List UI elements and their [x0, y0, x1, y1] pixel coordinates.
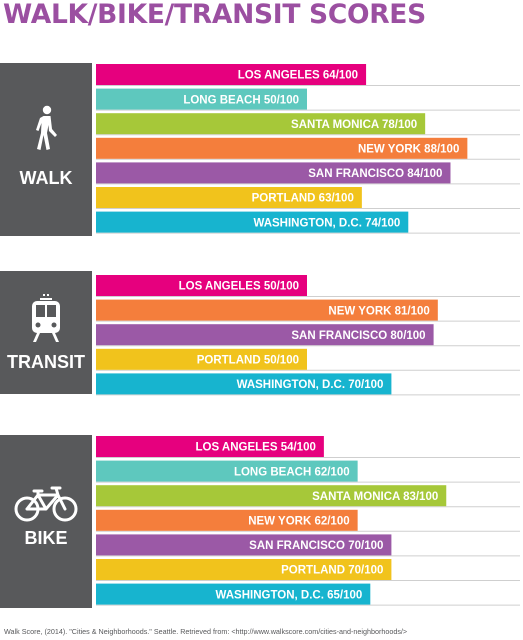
transit-bar-0: [96, 275, 307, 296]
walk-bar-0-label: LOS ANGELES 64/100: [238, 70, 358, 82]
walk-bar-6-label: WASHINGTON, D.C. 74/100: [253, 217, 400, 229]
bike-bar-6: [96, 583, 371, 605]
transit-bar-1-label: NEW YORK 81/100: [328, 305, 429, 317]
bike-bar-2: [96, 485, 447, 507]
bike-bar-6-label: WASHINGTON, D.C. 65/100: [216, 589, 363, 601]
walk-bar-3-label: NEW YORK 88/100: [358, 144, 459, 156]
bike-bar-0: [96, 436, 324, 457]
walk-bar-6: [96, 211, 409, 233]
transit-bar-0-label: LOS ANGELES 50/100: [179, 281, 299, 293]
walk-bar-2-label: SANTA MONICA 78/100: [291, 119, 417, 131]
walk-label: WALK: [19, 168, 73, 188]
transit-bar-3: [96, 348, 307, 370]
source-footnote: Walk Score, (2014). "Cities & Neighborho…: [4, 627, 408, 636]
walk-bar-4-label: SAN FRANCISCO 84/100: [308, 168, 442, 180]
page-title: WALK/BIKE/TRANSIT SCORES: [3, 0, 426, 30]
bicycle-icon: [0, 485, 92, 523]
walking-person-icon: [0, 105, 92, 151]
transit-bar-4-label: WASHINGTON, D.C. 70/100: [237, 379, 384, 391]
walk-bar-1: [96, 88, 307, 110]
walk-panel: WALK: [0, 63, 92, 236]
transit-bar-4: [96, 373, 392, 395]
bike-bar-3-label: NEW YORK 62/100: [248, 516, 349, 528]
bike-bar-5: [96, 559, 392, 580]
walk-bar-1-label: LONG BEACH 50/100: [183, 94, 299, 106]
transit-bar-3-label: PORTLAND 50/100: [197, 355, 299, 367]
transit-bar-2-label: SAN FRANCISCO 80/100: [291, 330, 425, 342]
walk-bar-5: [96, 187, 362, 208]
bike-bar-1-label: LONG BEACH 62/100: [234, 466, 350, 478]
train-icon: [0, 293, 92, 343]
bike-label: BIKE: [24, 528, 68, 548]
bike-bar-4: [96, 534, 392, 556]
walk-bar-4: [96, 162, 451, 184]
transit-bar-1: [96, 299, 438, 321]
transit-bar-2: [96, 324, 434, 346]
walk-bar-5-label: PORTLAND 63/100: [252, 193, 354, 205]
bike-bar-4-label: SAN FRANCISCO 70/100: [249, 540, 383, 552]
bike-bar-1: [96, 460, 358, 482]
bike-bar-3: [96, 509, 358, 531]
transit-label: TRANSIT: [7, 352, 85, 372]
bike-bar-0-label: LOS ANGELES 54/100: [196, 442, 316, 454]
walk-bar-2: [96, 113, 426, 135]
transit-panel: TRANSIT: [0, 271, 92, 394]
walk-bar-0: [96, 64, 367, 85]
bike-bar-5-label: PORTLAND 70/100: [281, 565, 383, 577]
walk-bar-3: [96, 137, 468, 159]
bike-bar-2-label: SANTA MONICA 83/100: [312, 491, 438, 503]
bike-panel: BIKE: [0, 435, 92, 608]
